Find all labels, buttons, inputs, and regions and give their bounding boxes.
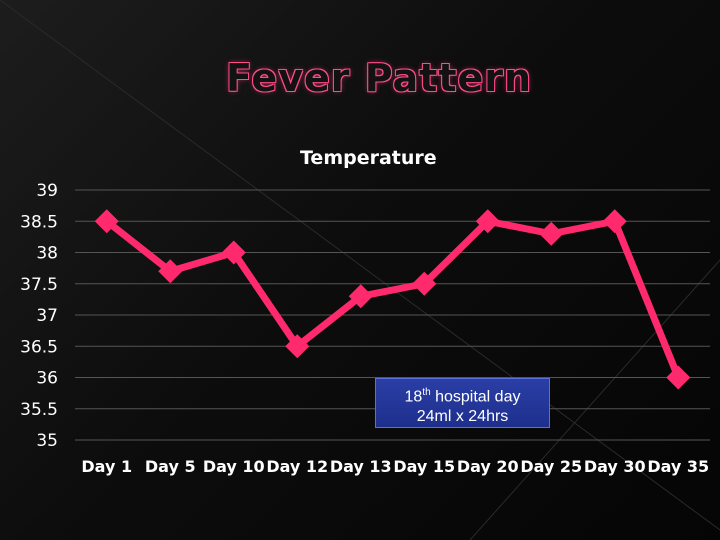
y-tick-label: 39 [36, 181, 58, 201]
slide-title: Fever Pattern [226, 56, 533, 100]
x-tick-label: Day 15 [393, 457, 455, 476]
y-tick-label: 35.5 [20, 400, 58, 420]
x-tick-label: Day 1 [81, 457, 132, 476]
annotation-day-text: hospital day [430, 388, 521, 406]
data-point-marker [348, 284, 373, 309]
y-tick-label: 37 [36, 306, 58, 326]
y-tick-label: 38 [36, 244, 58, 264]
data-point-marker [539, 221, 564, 246]
data-point-marker [602, 209, 627, 234]
x-tick-label: Day 35 [647, 457, 709, 476]
y-tick-label: 35 [36, 431, 58, 451]
x-tick-label: Day 13 [330, 457, 392, 476]
annotation-line-1: 18th hospital day [376, 383, 549, 407]
annotation-line-2: 24ml x 24hrs [416, 408, 509, 426]
data-point-marker [666, 365, 691, 390]
y-tick-label: 36 [36, 369, 58, 389]
x-tick-label: Day 30 [584, 457, 646, 476]
series-line [103, 217, 682, 381]
x-tick-label: Day 20 [457, 457, 519, 476]
y-tick-label: 38.5 [20, 212, 58, 232]
data-point-marker [94, 209, 119, 234]
data-point-marker [158, 259, 183, 284]
x-tick-label: Day 5 [145, 457, 196, 476]
chart-title: Temperature [300, 147, 437, 169]
annotation-callout: 18th hospital day 24ml x 24hrs [375, 378, 550, 428]
data-point-marker [285, 334, 310, 359]
data-point-marker [221, 240, 246, 265]
x-tick-label: Day 25 [520, 457, 582, 476]
annotation-day-suffix: th [422, 387, 431, 398]
y-tick-label: 36.5 [20, 337, 58, 357]
x-tick-label: Day 12 [266, 457, 328, 476]
y-tick-label: 37.5 [20, 275, 58, 295]
annotation-day-number: 18 [404, 388, 423, 406]
x-tick-label: Day 10 [203, 457, 265, 476]
data-point-marker [475, 209, 500, 234]
data-point-marker [412, 271, 437, 296]
